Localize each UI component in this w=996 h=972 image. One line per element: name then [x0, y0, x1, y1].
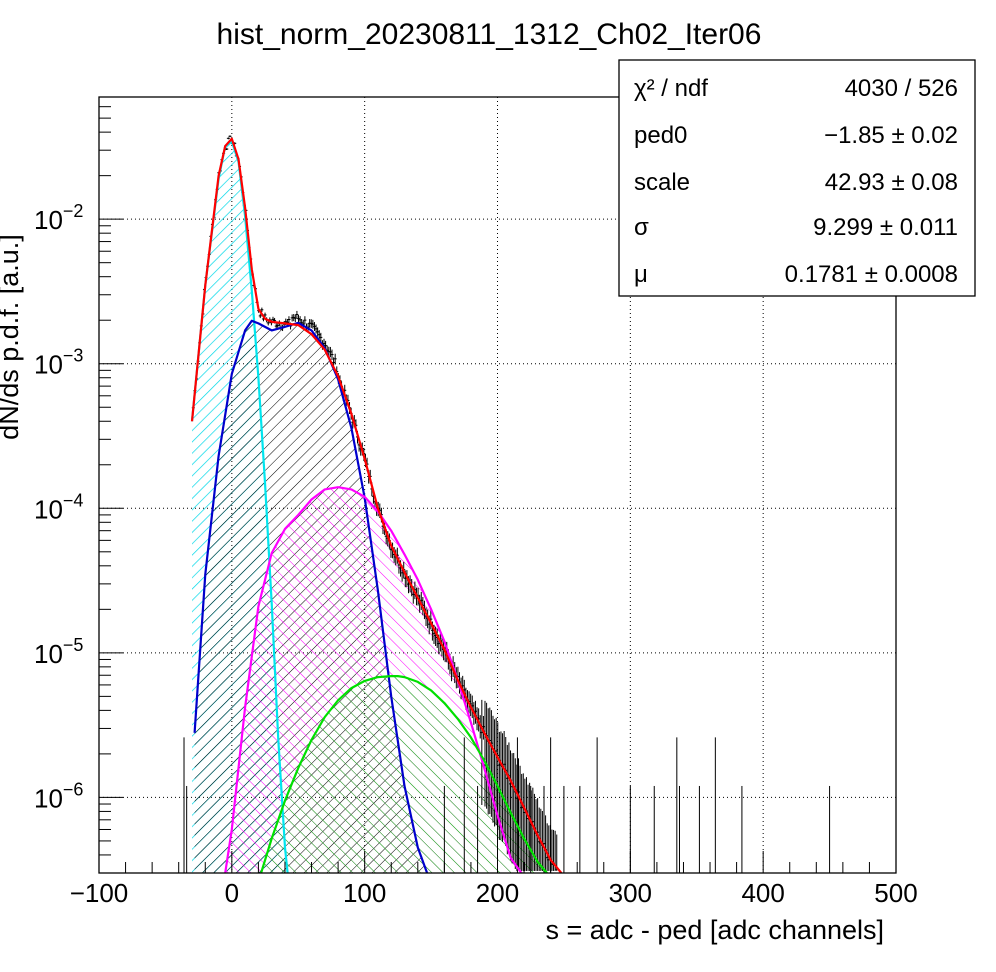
fit-stats-box: χ² / ndf 4030 / 526 ped0 −1.85 ± 0.02 scale 4…: [618, 59, 976, 297]
y-axis: 10−6 10−5 10−4 10−3 10−2: [34, 96, 123, 874]
x-tick-label: 0: [225, 878, 239, 908]
stat-value: 4030 / 526: [845, 75, 958, 102]
y-tick-label: 10−6: [34, 779, 83, 813]
total-fit-curve: [190, 137, 563, 873]
stat-value: −1.85 ± 0.02: [824, 122, 958, 149]
y-tick-label: 10−2: [34, 201, 83, 235]
y-tick-label: 10−5: [34, 635, 83, 669]
x-tick-label: 400: [741, 878, 784, 908]
component-fills: [192, 141, 551, 873]
stat-name: μ: [634, 261, 648, 288]
3-pe-component-curve: [260, 675, 549, 873]
chart-title: hist_norm_20230811_1312_Ch02_Iter06: [217, 18, 762, 51]
stat-name: σ: [634, 214, 649, 241]
x-tick-label: 200: [476, 878, 519, 908]
x-tick-label: −100: [70, 878, 129, 908]
stat-name: scale: [634, 169, 690, 196]
3-pe-component-fill: [261, 676, 551, 873]
x-tick-label: 500: [874, 878, 917, 908]
1-pe-component-curve: [193, 319, 429, 873]
x-tick-label: 100: [343, 878, 386, 908]
stat-name: χ² / ndf: [634, 75, 708, 102]
x-axis: −100 0 100 200 300 400 500: [70, 851, 918, 908]
fit-curves: [190, 137, 563, 873]
stat-name: ped0: [634, 122, 687, 149]
x-tick-label: 300: [609, 878, 652, 908]
y-axis-label: dN/ds p.d.f. [a.u.]: [0, 234, 24, 440]
x-axis-label: s = adc - ped [adc channels]: [546, 915, 884, 945]
stat-value: 9.299 ± 0.011: [813, 214, 958, 241]
y-tick-label: 10−4: [34, 490, 83, 524]
2-pe-component-curve: [224, 486, 523, 873]
y-tick-label: 10−3: [34, 346, 83, 380]
stat-value: 42.93 ± 0.08: [825, 169, 958, 196]
stat-value: 0.1781 ± 0.0008: [785, 261, 958, 288]
